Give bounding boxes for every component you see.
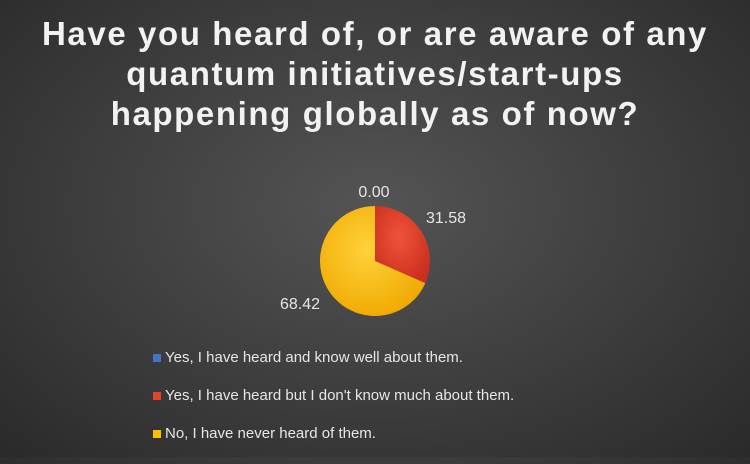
slice-heard-dont-know-much	[375, 206, 430, 284]
slice-never-heard	[319, 206, 426, 316]
legend-item-heard-dont-know-much: Yes, I have heard but I don't know much …	[153, 387, 515, 404]
legend-item-never-heard: No, I have never heard of them.	[153, 425, 514, 442]
legend-label: No, I have never heard of them.	[165, 425, 376, 442]
legend-swatch-red	[153, 391, 161, 400]
legend-swatch-blue	[153, 353, 161, 362]
legend-swatch-yellow	[153, 429, 161, 438]
data-label: 68.42	[280, 296, 320, 313]
legend-label: Yes, I have heard but I don't know much …	[165, 387, 515, 404]
data-label: 0.00	[358, 184, 389, 201]
data-label: 31.58	[426, 210, 466, 227]
legend: Yes, I have heard and know well about th…	[153, 349, 515, 464]
legend-item-heard-know-well: Yes, I have heard and know well about th…	[153, 349, 514, 366]
chart-title: Have you heard of, or are aware of any q…	[41, 15, 708, 132]
legend-label: Yes, I have heard and know well about th…	[165, 349, 463, 366]
